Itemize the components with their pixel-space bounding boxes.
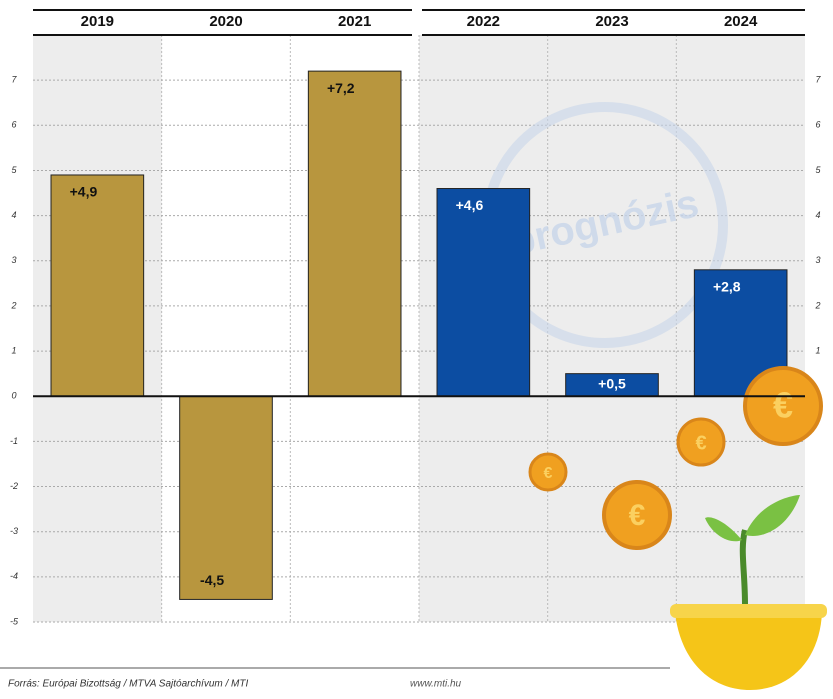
x-tick-label: 2023 [595, 13, 628, 30]
y-tick-label: -1 [10, 436, 18, 446]
bar [436, 188, 531, 397]
y-tick-label: 1 [11, 345, 16, 355]
value-label: +4,6 [456, 197, 484, 213]
x-tick-label: 2022 [467, 13, 500, 30]
value-label: +2,8 [713, 279, 741, 295]
y2-tick-label: 2 [814, 300, 820, 310]
y2-tick-label: 7 [815, 75, 821, 85]
value-label: +7,2 [327, 80, 355, 96]
source: Forrás: Európai Bizottság / MTVA Sajtóar… [8, 679, 248, 690]
y-tick-label: 0 [11, 391, 16, 401]
value-label: +0,5 [598, 376, 626, 392]
axes: -5 -4 -3 -2 -1 0 1 2 3 4 5 6 7 1 2 3 4 5 6 7 2019 2020 2021 202… [0, 9, 821, 669]
x-tick-label: 2024 [724, 13, 758, 30]
y-tick-label: 4 [11, 210, 16, 220]
y-tick-label: -4 [10, 571, 18, 581]
decoration: € € € € [528, 366, 827, 690]
website: www.mti.hu [410, 679, 462, 690]
svg-text:€: € [629, 499, 646, 532]
bar [179, 395, 273, 600]
grid [33, 35, 805, 623]
svg-text:€: € [695, 432, 706, 454]
svg-text:€: € [773, 385, 793, 426]
y-tick-label: 5 [11, 165, 17, 175]
y2-tick-label: 3 [815, 255, 820, 265]
x-tick-label: 2020 [209, 13, 242, 30]
bar [50, 174, 145, 397]
y2-tick-label: 6 [815, 120, 820, 130]
bars: +4,9 -4,5 +7,2 +4,6 +0,5 +2,8 [50, 70, 788, 600]
y-tick-label: -5 [10, 616, 19, 626]
value-label: -4,5 [200, 572, 224, 588]
y-tick-label: 2 [10, 300, 16, 310]
y2-tick-label: 1 [815, 345, 820, 355]
x-tick-label: 2021 [338, 13, 371, 30]
y2-tick-label: 4 [815, 210, 820, 220]
bar [307, 70, 402, 397]
x-tick-label: 2019 [81, 13, 114, 30]
value-label: +4,9 [70, 184, 98, 200]
y2-tick-label: 5 [815, 165, 821, 175]
y-tick-label: 7 [11, 75, 17, 85]
y-tick-label: 6 [11, 120, 16, 130]
svg-text:€: € [544, 465, 553, 482]
y-tick-label: -2 [10, 481, 18, 491]
y-tick-label: 3 [11, 255, 16, 265]
y-tick-label: -3 [10, 526, 18, 536]
